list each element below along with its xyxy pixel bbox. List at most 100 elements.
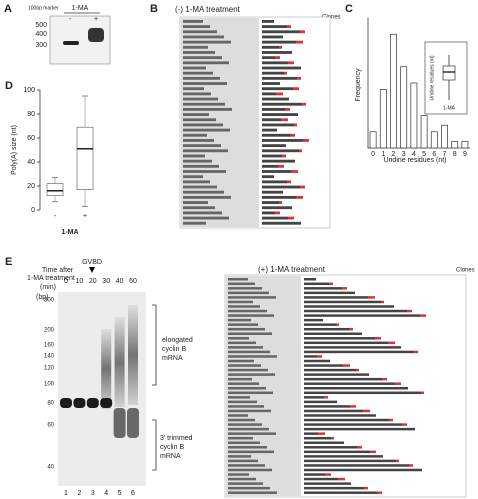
sequence-text (228, 432, 276, 435)
sequence-text (304, 405, 350, 408)
sequence-text (262, 87, 293, 91)
sequence-text (183, 190, 224, 194)
sequence-text (228, 341, 256, 345)
sequence-text (262, 71, 284, 75)
uridine-tail (375, 337, 381, 340)
clones-label: Clones (456, 268, 475, 274)
sequence-text (262, 170, 291, 173)
bar (410, 82, 418, 149)
sequence-text (304, 468, 422, 472)
sequence-text (262, 175, 274, 179)
x-tick-label: 1 (381, 151, 385, 158)
sequence-text (262, 51, 292, 54)
x-tick-label: 5 (422, 151, 426, 158)
sequence-text (228, 414, 248, 417)
sequence-text (183, 164, 219, 168)
sequence-text (262, 25, 287, 29)
sequence-text (304, 486, 364, 490)
y-axis-label: Frequency (355, 68, 362, 102)
uridine-tail (329, 282, 333, 286)
sequence-text (262, 30, 300, 34)
sequence-text (183, 216, 229, 220)
sequence-text (183, 180, 210, 184)
uridine-tail (420, 314, 426, 317)
sequence-text (183, 128, 230, 132)
sequence-text (262, 35, 283, 39)
uridine-tail (279, 45, 282, 49)
sequence-text (183, 97, 218, 101)
uridine-tail (293, 87, 299, 91)
sequence-text (183, 102, 225, 106)
box (76, 126, 94, 190)
sequence-text (183, 40, 231, 44)
sequence-text (304, 323, 336, 326)
uridine-tail (331, 436, 334, 440)
sequence-text (262, 82, 280, 85)
sequence-text (183, 149, 228, 153)
uridine-tail (343, 364, 350, 367)
uridine-tail (396, 459, 399, 463)
sequence-text (262, 185, 300, 189)
sequence-text (228, 350, 270, 354)
uridine-tail (325, 473, 331, 476)
sequence-text (262, 66, 301, 70)
uridine-tail (350, 405, 356, 408)
time-label: 40 (116, 278, 124, 285)
sequence-text (304, 436, 331, 440)
sequence-text (304, 278, 316, 281)
sequence-text (228, 282, 255, 286)
sequence-text (183, 221, 206, 225)
uridine-tail (421, 391, 424, 395)
sequence-text (304, 414, 376, 417)
sequence-text (228, 364, 261, 367)
band (127, 408, 139, 438)
sequence-text (304, 291, 355, 295)
y-tick-label: 100 (23, 87, 35, 94)
bar (400, 66, 408, 149)
sequence-text (262, 118, 281, 122)
sequence-text (183, 71, 213, 75)
uridine-tail (388, 341, 395, 345)
sequence-text (304, 368, 356, 372)
marker-label: 160 (44, 343, 55, 349)
sequence-text (183, 133, 207, 137)
uridine-tail (356, 368, 359, 372)
uridine-tail (296, 40, 303, 44)
uridine-tail (395, 382, 401, 385)
uridine-tail (402, 423, 407, 426)
size-label: 400 (35, 31, 47, 38)
time-label: 10 (76, 278, 84, 285)
sequence-text (262, 107, 285, 111)
sequence-text (304, 327, 349, 331)
uridine-tail (318, 432, 325, 435)
sequence-text (262, 97, 289, 101)
uridine-tail (414, 350, 418, 354)
sequence-text (262, 211, 275, 215)
box-plot: 0 20 40 60 80 100 - + (23, 87, 94, 220)
sequence-text (228, 396, 250, 399)
uridine-tail (275, 211, 280, 215)
sequence-text (228, 477, 256, 481)
uridine-tail (300, 185, 305, 189)
x-tick-label: 2 (392, 151, 396, 158)
sequence-text (262, 216, 288, 220)
time-label: 0 (64, 278, 68, 285)
sequence-text (304, 364, 343, 367)
sequence-text (262, 149, 299, 153)
sequence-text (304, 455, 383, 458)
sequence-text (228, 473, 249, 476)
sequence-text (228, 387, 266, 390)
sequence-text (228, 346, 263, 349)
marker-label: 80 (47, 401, 54, 407)
uridine-tail (281, 118, 288, 122)
sequence-text (183, 87, 204, 91)
sequence-text (228, 391, 273, 395)
band (60, 398, 72, 408)
sequence-text (262, 102, 302, 106)
annotation: mRNA (160, 453, 181, 460)
sequence-text (228, 382, 259, 385)
sequence-text (183, 206, 215, 210)
sequence-text (183, 113, 209, 116)
